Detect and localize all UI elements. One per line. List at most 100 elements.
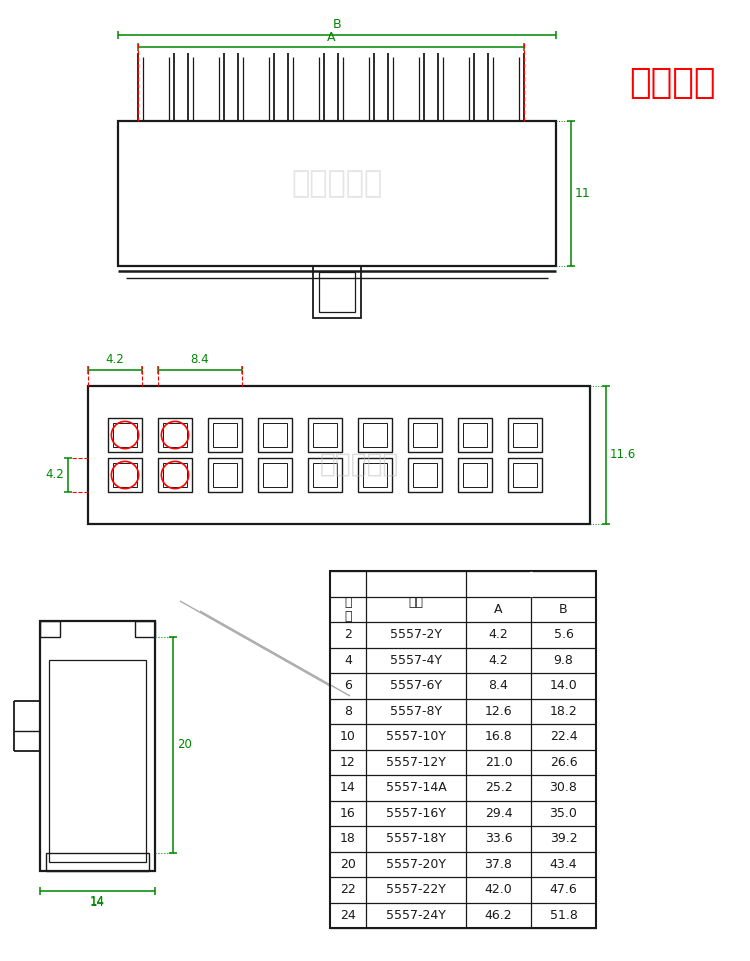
Bar: [118, 121, 556, 266]
Bar: [263, 423, 287, 447]
Bar: [413, 423, 437, 447]
Text: 46.2: 46.2: [484, 909, 512, 922]
Bar: [463, 463, 487, 487]
Text: 18: 18: [340, 832, 356, 846]
Text: 双排公壳: 双排公壳: [628, 66, 716, 100]
Bar: [458, 458, 492, 492]
Text: 24: 24: [340, 909, 356, 922]
Bar: [135, 621, 155, 637]
Bar: [513, 423, 537, 447]
Bar: [308, 458, 342, 492]
Text: 11: 11: [575, 187, 591, 200]
Bar: [46, 853, 149, 871]
Text: 2: 2: [344, 628, 352, 641]
Bar: [263, 463, 287, 487]
Text: 14: 14: [90, 896, 105, 909]
Text: 位
数: 位 数: [344, 597, 352, 624]
Bar: [408, 418, 442, 452]
Bar: [49, 660, 146, 862]
Bar: [363, 463, 387, 487]
Bar: [358, 458, 392, 492]
Text: A: A: [494, 603, 502, 616]
Bar: [508, 418, 542, 452]
Bar: [158, 418, 192, 452]
Bar: [258, 418, 292, 452]
Text: 5557-12Y: 5557-12Y: [386, 755, 446, 769]
Text: 12: 12: [340, 755, 356, 769]
Bar: [319, 272, 355, 312]
Text: 5557-4Y: 5557-4Y: [390, 653, 442, 667]
Bar: [213, 463, 237, 487]
Text: 20: 20: [340, 858, 356, 871]
Bar: [208, 458, 242, 492]
Bar: [108, 458, 142, 492]
Bar: [163, 463, 187, 487]
Text: 43.4: 43.4: [550, 858, 578, 871]
Text: 5557-10Y: 5557-10Y: [386, 730, 446, 743]
Text: 35.0: 35.0: [550, 806, 578, 820]
Text: 5557-14A: 5557-14A: [386, 781, 446, 794]
Bar: [463, 423, 487, 447]
Bar: [258, 458, 292, 492]
Text: 16.8: 16.8: [484, 730, 512, 743]
Text: 29.4: 29.4: [484, 806, 512, 820]
Text: 5557-18Y: 5557-18Y: [386, 832, 446, 846]
Text: 5557-24Y: 5557-24Y: [386, 909, 446, 922]
Bar: [413, 463, 437, 487]
Text: 20: 20: [177, 738, 192, 752]
Text: 18.2: 18.2: [550, 704, 578, 718]
Bar: [508, 458, 542, 492]
Bar: [513, 463, 537, 487]
Text: 锦力升电子: 锦力升电子: [291, 169, 382, 198]
Text: 10: 10: [340, 730, 356, 743]
Text: 39.2: 39.2: [550, 832, 578, 846]
Text: 25.2: 25.2: [484, 781, 512, 794]
Bar: [358, 418, 392, 452]
Bar: [113, 463, 137, 487]
Text: 22: 22: [340, 883, 356, 897]
Text: 锦力升电子: 锦力升电子: [320, 452, 399, 478]
Text: 5557-2Y: 5557-2Y: [390, 628, 442, 641]
Text: 8.4: 8.4: [488, 679, 508, 692]
Text: 11.6: 11.6: [610, 449, 636, 461]
Bar: [163, 423, 187, 447]
Text: 5.6: 5.6: [554, 628, 574, 641]
Text: 12.6: 12.6: [484, 704, 512, 718]
Text: 4.2: 4.2: [45, 469, 64, 481]
Bar: [363, 423, 387, 447]
Text: 26.6: 26.6: [550, 755, 578, 769]
Bar: [313, 463, 337, 487]
Bar: [158, 458, 192, 492]
Bar: [313, 266, 361, 318]
Text: 4.2: 4.2: [489, 653, 508, 667]
Bar: [458, 418, 492, 452]
Text: 8.4: 8.4: [190, 353, 209, 366]
Bar: [40, 621, 155, 871]
Text: 6: 6: [344, 679, 352, 692]
Text: A: A: [327, 31, 335, 44]
Bar: [88, 386, 590, 524]
Bar: [40, 621, 60, 637]
Bar: [113, 423, 137, 447]
Text: B: B: [333, 18, 341, 31]
Text: 37.8: 37.8: [484, 858, 512, 871]
Text: 型号: 型号: [409, 597, 424, 609]
Text: 42.0: 42.0: [484, 883, 512, 897]
Bar: [213, 423, 237, 447]
Text: 8: 8: [344, 704, 352, 718]
Text: 4.2: 4.2: [106, 353, 124, 366]
Text: 47.6: 47.6: [550, 883, 578, 897]
Polygon shape: [530, 572, 532, 596]
Bar: [108, 418, 142, 452]
Text: 14: 14: [90, 895, 105, 908]
Text: 5557-8Y: 5557-8Y: [390, 704, 442, 718]
Text: 4: 4: [344, 653, 352, 667]
Bar: [408, 458, 442, 492]
Text: 5557-16Y: 5557-16Y: [386, 806, 446, 820]
Text: 21.0: 21.0: [484, 755, 512, 769]
Text: 4.2: 4.2: [489, 628, 508, 641]
Text: B: B: [560, 603, 568, 616]
Text: 16: 16: [340, 806, 356, 820]
Bar: [308, 418, 342, 452]
Text: 22.4: 22.4: [550, 730, 578, 743]
